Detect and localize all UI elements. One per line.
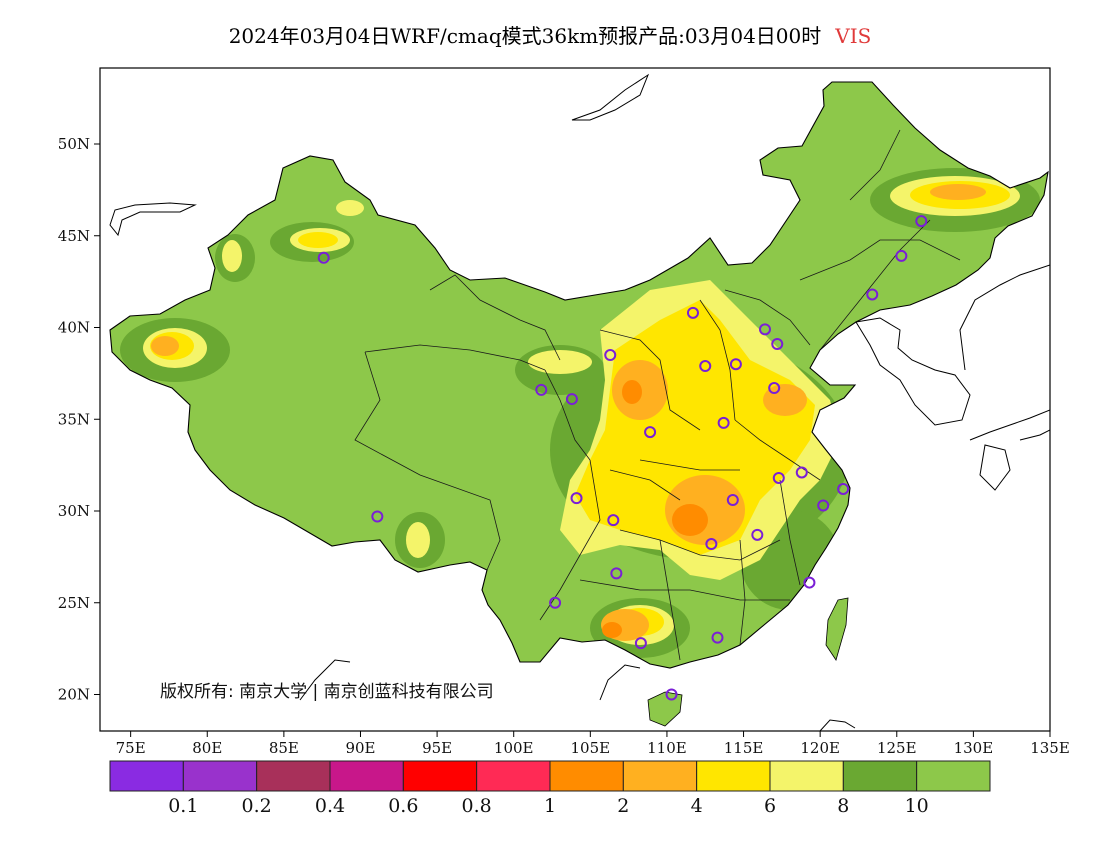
colorbar-swatch — [476, 760, 551, 792]
copyright-text: 版权所有: 南京大学 | 南京创蓝科技有限公司 — [160, 682, 494, 702]
colorbar-swatch — [549, 760, 624, 792]
colorbar-swatch — [622, 760, 698, 792]
station-markers — [317, 215, 928, 701]
colorbar-swatch — [916, 760, 991, 792]
lon-label: 85E — [269, 739, 299, 757]
station-marker — [759, 323, 771, 336]
colorbar-label: 0.1 — [168, 795, 198, 817]
lon-label: 75E — [116, 739, 146, 757]
lat-label: 25N — [58, 594, 90, 612]
lat-label: 20N — [58, 686, 90, 704]
china-outline — [109, 81, 1049, 669]
station-marker — [317, 251, 330, 264]
colorbar-label: 8 — [837, 795, 849, 817]
lat-label: 30N — [58, 502, 90, 520]
station-marker — [768, 382, 781, 395]
station-marker — [803, 576, 816, 589]
variable-label: VIS — [835, 24, 872, 48]
colorbar-label: 1 — [544, 795, 556, 817]
lon-label: 115E — [724, 739, 764, 757]
lon-label: 135E — [1030, 739, 1070, 757]
station-marker — [665, 688, 678, 701]
station-marker — [866, 288, 879, 301]
station-marker — [607, 514, 620, 527]
taiwan-island — [825, 597, 849, 661]
title-text: 2024年03月04日WRF/cmaq模式36km预报产品:03月04日00时 — [228, 24, 822, 48]
longitude-axis: 75E 80E 85E 90E 95E 100E 105E 110E 115E 120E 125E 1… — [116, 731, 1070, 757]
lat-label: 50N — [58, 135, 90, 153]
colorbar-label: 0.6 — [388, 795, 418, 817]
station-marker — [751, 528, 764, 541]
lon-label: 90E — [345, 739, 375, 757]
station-marker — [837, 482, 850, 495]
lon-label: 105E — [571, 739, 611, 757]
colorbar: 0.1 0.2 0.4 0.6 0.8 1 2 4 6 8 10 — [109, 760, 991, 817]
lon-label: 95E — [422, 739, 452, 757]
station-marker — [711, 631, 724, 644]
colorbar-label: 2 — [617, 795, 629, 817]
station-marker — [570, 492, 583, 505]
colorbar-label: 4 — [691, 795, 703, 817]
lat-label: 35N — [58, 410, 90, 428]
colorbar-label: 6 — [764, 795, 776, 817]
lon-label: 80E — [192, 739, 222, 757]
station-marker — [565, 393, 578, 406]
station-marker — [772, 471, 785, 484]
station-marker — [610, 567, 623, 580]
lon-label: 130E — [954, 739, 994, 757]
station-marker — [549, 596, 562, 609]
station-marker — [371, 510, 384, 523]
station-marker — [771, 338, 784, 351]
station-marker — [604, 349, 617, 362]
colorbar-label: 0.4 — [315, 795, 345, 817]
colorbar-swatch — [842, 760, 918, 792]
lon-label: 120E — [800, 739, 840, 757]
station-marker — [717, 416, 730, 429]
station-marker — [644, 426, 657, 439]
colorbar-swatch — [182, 760, 258, 792]
station-marker — [535, 383, 548, 396]
colorbar-label: 10 — [905, 795, 929, 817]
colorbar-swatch — [696, 760, 771, 792]
colorbar-swatch — [402, 760, 478, 792]
station-marker — [699, 360, 712, 373]
lat-label: 45N — [58, 227, 90, 245]
lon-label: 110E — [647, 739, 687, 757]
station-marker — [686, 306, 699, 319]
colorbar-label: 0.2 — [242, 795, 272, 817]
plot-frame — [99, 67, 1051, 732]
station-marker — [817, 499, 830, 512]
colorbar-swatch — [256, 760, 331, 792]
hainan-island — [647, 691, 683, 727]
lon-label: 100E — [494, 739, 534, 757]
colorbar-swatch — [109, 760, 184, 792]
latitude-axis: 50N 45N 40N 35N 30N 25N 20N — [58, 135, 100, 704]
station-marker — [726, 493, 739, 506]
lon-label: 125E — [877, 739, 917, 757]
station-marker — [895, 249, 908, 262]
lat-label: 40N — [58, 319, 90, 337]
map-title: 2024年03月04日WRF/cmaq模式36km预报产品:03月04日00时 V… — [0, 20, 1100, 49]
province-borders — [354, 129, 961, 661]
colorbar-swatch — [329, 760, 404, 792]
colorbar-label: 0.8 — [462, 795, 492, 817]
colorbar-swatch — [769, 760, 844, 792]
station-marker — [795, 466, 808, 479]
station-marker — [705, 538, 718, 551]
station-marker — [634, 637, 647, 650]
station-marker — [729, 358, 742, 371]
neighbor-coastlines — [109, 73, 1050, 731]
station-marker — [915, 215, 928, 228]
